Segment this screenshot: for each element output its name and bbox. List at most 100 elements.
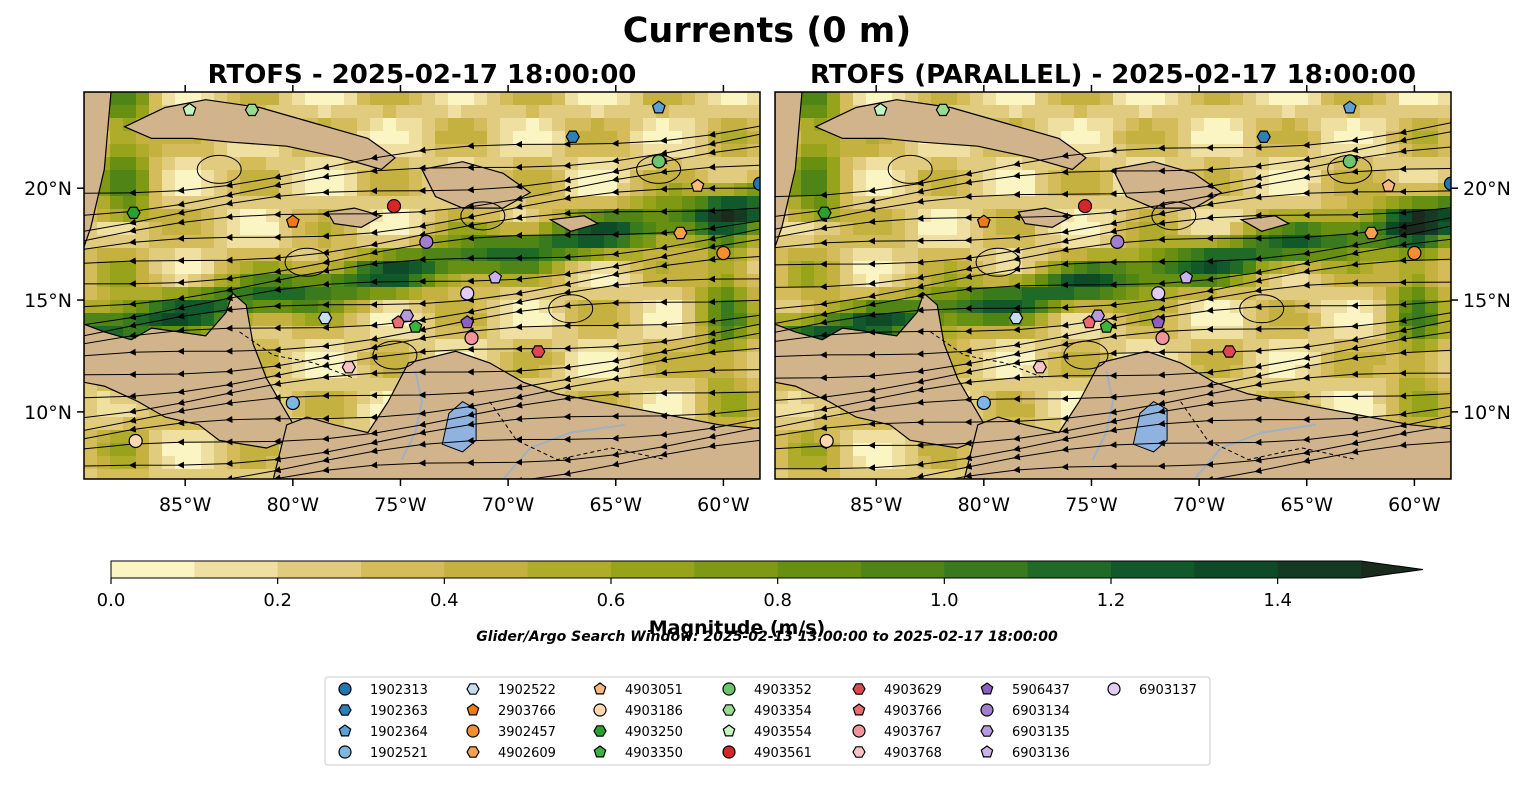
field-cell: [253, 261, 267, 275]
field-cell: [866, 235, 880, 249]
field-cell: [1425, 352, 1439, 366]
field-cell: [721, 339, 735, 353]
field-cell: [840, 170, 854, 184]
eddy: [887, 154, 933, 184]
field-cell: [110, 170, 124, 184]
field-cell: [565, 105, 579, 119]
field-cell: [983, 339, 997, 353]
field-cell: [1334, 274, 1348, 288]
field-cell: [1048, 196, 1062, 210]
field-cell: [318, 105, 332, 119]
field-cell: [1282, 339, 1296, 353]
field-cell: [305, 222, 319, 236]
field-cell: [435, 209, 449, 223]
field-cell: [188, 443, 202, 457]
legend-label: 4903250: [625, 725, 683, 740]
field-cell: [318, 274, 332, 288]
field-cell: [266, 222, 280, 236]
field-cell: [175, 313, 189, 327]
field-cell: [1022, 404, 1036, 418]
axis-ticks: 85°W 80°W 75°W 70°W 65°W 60°W10°N15°N20°N: [24, 85, 750, 516]
field-cell: [1126, 287, 1140, 301]
field-cell: [305, 196, 319, 210]
field-cell: [814, 274, 828, 288]
field-cell: [253, 274, 267, 288]
field-cell: [1386, 391, 1400, 405]
field-cell: [1204, 313, 1218, 327]
colorbar-bin: [694, 561, 779, 578]
field-cell: [1217, 248, 1231, 262]
field-cell: [1009, 300, 1023, 314]
field-cell: [331, 118, 345, 132]
field-cell: [801, 443, 815, 457]
field-cell: [630, 92, 644, 106]
field-cell: [957, 183, 971, 197]
field-cell: [957, 261, 971, 275]
eddy: [460, 201, 506, 231]
field-cell: [1126, 118, 1140, 132]
field-cell: [866, 92, 880, 106]
field-cell: [734, 300, 748, 314]
x-tick-label: 70°W: [482, 494, 535, 516]
field-cell: [370, 183, 384, 197]
field-cell: [1074, 365, 1088, 379]
legend-marker: [980, 745, 994, 758]
field-cell: [1022, 300, 1036, 314]
field-cell: [97, 443, 111, 457]
field-cell: [188, 300, 202, 314]
field-cell: [840, 300, 854, 314]
field-cell: [1230, 144, 1244, 158]
field-cell: [695, 105, 709, 119]
field-cell: [578, 235, 592, 249]
field-cell: [214, 222, 228, 236]
field-cell: [617, 300, 631, 314]
field-cell: [500, 339, 514, 353]
field-cell: [1412, 391, 1426, 405]
field-cell: [1113, 131, 1127, 145]
field-cell: [539, 365, 553, 379]
field-cell: [879, 274, 893, 288]
field-cell: [1438, 144, 1451, 158]
field-cell: [957, 274, 971, 288]
field-cell: [175, 144, 189, 158]
field-cell: [1438, 157, 1451, 171]
field-cell: [1373, 287, 1387, 301]
field-cell: [84, 274, 98, 288]
field-cell: [474, 131, 488, 145]
field-cell: [552, 157, 566, 171]
field-cell: [1295, 118, 1309, 132]
field-cell: [552, 196, 566, 210]
field-cell: [370, 391, 384, 405]
field-cell: [721, 326, 735, 340]
field-cell: [253, 469, 267, 479]
legend-marker: [722, 704, 736, 716]
float-marker: [1179, 270, 1194, 284]
field-cell: [201, 469, 215, 479]
field-cell: [1191, 157, 1205, 171]
field-cell: [435, 261, 449, 275]
field-cell: [866, 222, 880, 236]
float-marker: [1032, 360, 1047, 374]
field-cell: [175, 248, 189, 262]
field-cell: [1217, 326, 1231, 340]
field-cell: [1282, 365, 1296, 379]
legend-box: [324, 676, 1211, 766]
float-marker: [488, 270, 503, 284]
field-cell: [175, 222, 189, 236]
field-cell: [461, 261, 475, 275]
field-cell: [97, 235, 111, 249]
field-cell: [552, 339, 566, 353]
legend-marker: [980, 682, 994, 695]
field-cell: [669, 92, 683, 106]
field-cell: [1139, 339, 1153, 353]
colorbar-tick-label: 1.4: [1263, 590, 1292, 611]
field-cell: [526, 131, 540, 145]
field-cell: [370, 92, 384, 106]
field-cell: [708, 92, 722, 106]
field-cell: [708, 105, 722, 119]
field-cell: [383, 105, 397, 119]
field-cell: [1178, 326, 1192, 340]
field-cell: [1308, 248, 1322, 262]
field-cell: [1178, 131, 1192, 145]
field-cell: [747, 261, 760, 275]
